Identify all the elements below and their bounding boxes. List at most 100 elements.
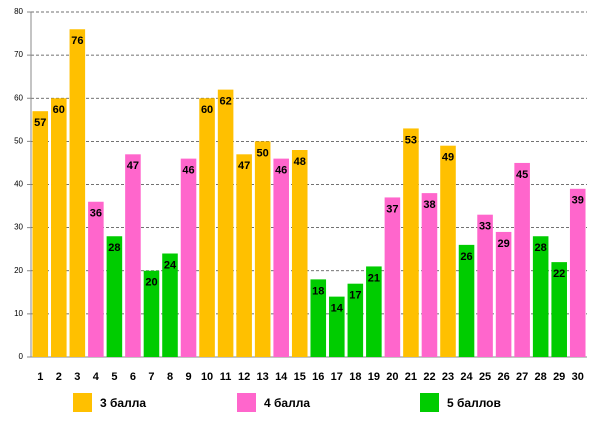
bar [514, 162, 530, 357]
data-label: 28 [108, 242, 120, 254]
x-tick-label: 4 [93, 371, 100, 383]
bar [403, 128, 419, 357]
x-tick-label: 8 [167, 371, 173, 383]
bar [440, 145, 456, 357]
data-label: 62 [219, 96, 231, 108]
data-label: 22 [553, 268, 565, 280]
legend-swatch [73, 393, 92, 412]
legend-label: 4 балла [264, 396, 310, 410]
x-tick-label: 2 [56, 371, 62, 383]
y-tick-label: 20 [14, 266, 23, 275]
x-tick-label: 19 [368, 371, 380, 383]
x-tick-label: 12 [238, 371, 250, 383]
x-tick-label: 10 [201, 371, 213, 383]
data-label: 17 [349, 290, 361, 302]
bar [254, 141, 271, 357]
bar [143, 270, 160, 357]
data-label: 46 [182, 165, 194, 177]
x-tick-label: 28 [535, 371, 547, 383]
x-tick-label: 20 [386, 371, 398, 383]
x-tick-label: 11 [220, 371, 232, 383]
x-tick-label: 24 [460, 371, 473, 383]
legend-swatch [237, 393, 256, 412]
bar [569, 188, 586, 357]
data-label: 47 [127, 160, 139, 172]
bar [236, 154, 252, 357]
data-label: 14 [331, 303, 344, 315]
bar [477, 214, 493, 357]
data-label: 20 [145, 277, 157, 289]
data-label: 76 [71, 35, 83, 47]
bar [217, 89, 234, 357]
data-label: 49 [442, 152, 454, 164]
x-tick-label: 23 [442, 371, 454, 383]
data-label: 18 [312, 285, 324, 297]
bar [180, 158, 197, 357]
x-tick-label: 9 [185, 371, 191, 383]
data-label: 48 [294, 156, 306, 168]
y-tick-label: 10 [14, 309, 23, 318]
x-tick-label: 3 [74, 371, 80, 383]
bar [384, 197, 401, 357]
data-label: 39 [572, 195, 584, 207]
x-tick-label: 1 [37, 371, 43, 383]
data-label: 60 [201, 104, 213, 116]
data-label: 36 [90, 208, 102, 220]
bar [458, 244, 475, 357]
bar [125, 154, 141, 357]
x-tick-label: 16 [312, 371, 324, 383]
x-tick-label: 5 [111, 371, 117, 383]
x-tick-label: 26 [497, 371, 509, 383]
data-label: 38 [423, 199, 435, 211]
x-tick-label: 17 [331, 371, 343, 383]
bar [88, 201, 104, 357]
data-label: 47 [238, 160, 250, 172]
data-label: 33 [479, 221, 491, 233]
bar [69, 29, 86, 357]
y-tick-label: 40 [14, 180, 23, 189]
data-label: 53 [405, 134, 417, 146]
y-tick-label: 0 [19, 352, 24, 361]
bar [291, 150, 308, 357]
bar [551, 262, 567, 357]
y-tick-label: 60 [14, 93, 23, 102]
x-tick-label: 7 [148, 371, 154, 383]
bar [51, 98, 67, 357]
data-label: 29 [497, 238, 509, 250]
bar [162, 253, 178, 357]
x-tick-label: 13 [257, 371, 269, 383]
bar [366, 266, 382, 357]
bar [329, 296, 345, 357]
data-label: 37 [386, 203, 398, 215]
x-tick-label: 27 [516, 371, 528, 383]
bar [347, 283, 364, 357]
bar [310, 279, 327, 357]
legend-label: 3 балла [100, 396, 146, 410]
x-tick-label: 21 [405, 371, 417, 383]
data-label: 60 [53, 104, 65, 116]
y-tick-label: 80 [14, 7, 23, 16]
bar [106, 236, 123, 357]
x-tick-label: 15 [294, 371, 306, 383]
bar [421, 193, 438, 357]
legend-label: 5 баллов [447, 396, 501, 410]
x-tick-label: 29 [553, 371, 565, 383]
data-label: 26 [460, 251, 472, 263]
x-tick-label: 6 [130, 371, 136, 383]
data-label: 46 [275, 165, 287, 177]
y-tick-label: 30 [14, 223, 23, 232]
data-label: 50 [257, 147, 269, 159]
data-label: 21 [368, 272, 380, 284]
data-label: 45 [516, 169, 528, 181]
bar [495, 231, 512, 357]
bar [32, 111, 49, 357]
x-tick-label: 22 [423, 371, 435, 383]
x-tick-label: 25 [479, 371, 491, 383]
x-tick-label: 18 [349, 371, 361, 383]
x-tick-label: 14 [275, 371, 288, 383]
legend-swatch [420, 393, 439, 412]
bar [199, 98, 215, 357]
bar [273, 158, 289, 357]
bar [532, 236, 549, 357]
